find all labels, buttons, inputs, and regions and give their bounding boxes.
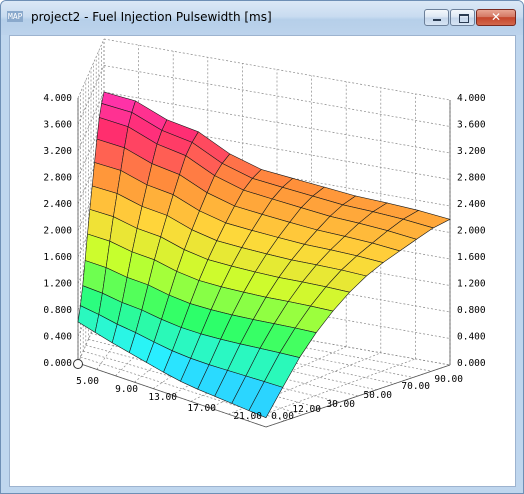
grid-line xyxy=(103,118,451,180)
z-tick-label-left: 4.000 xyxy=(43,93,72,104)
z-tick-label-right: 0.000 xyxy=(457,358,486,369)
grid-line xyxy=(77,38,105,99)
grid-line xyxy=(77,91,105,152)
z-tick-label-right: 0.400 xyxy=(457,332,486,343)
grid-line xyxy=(77,65,105,125)
grid-line xyxy=(103,224,451,286)
grid-line xyxy=(103,303,451,366)
y-axis-line xyxy=(265,364,451,428)
z-tick-label-right: 3.600 xyxy=(457,120,486,131)
plot-frame xyxy=(77,98,451,428)
y-tick-label: 90.00 xyxy=(434,374,463,385)
x-tick-label: 13.00 xyxy=(148,392,177,403)
grid-line xyxy=(103,250,451,313)
y-tick-label: 12.00 xyxy=(292,404,321,415)
x-tick-label: 17.00 xyxy=(187,403,216,414)
z-tick-label-right: 2.800 xyxy=(457,173,486,184)
z-tick-label-left: 1.600 xyxy=(43,252,72,263)
close-button[interactable]: ✕ xyxy=(476,9,516,26)
z-tick-label-right: 2.000 xyxy=(457,226,486,237)
x-tick-label: 5.00 xyxy=(76,376,99,387)
grid-line xyxy=(103,277,451,339)
tick-labels: 0.000 0.000 0.400 0.400 0.800 0.800 1.200 1.200… xyxy=(43,93,485,422)
z-tick-label-right: 1.200 xyxy=(457,279,486,290)
x-tick-label: 9.00 xyxy=(115,384,138,395)
z-tick-label-left: 1.200 xyxy=(43,279,72,290)
grid-line xyxy=(103,65,451,127)
z-tick-label-right: 2.400 xyxy=(457,199,486,210)
minimize-icon xyxy=(433,19,441,21)
grid-line xyxy=(103,91,451,154)
x-axis-line xyxy=(77,362,267,428)
window-title: project2 - Fuel Injection Pulsewidth [ms… xyxy=(31,10,272,24)
z-tick-label-left: 2.000 xyxy=(43,226,72,237)
maximize-icon xyxy=(459,14,469,23)
surface-plot[interactable]: 0.000 0.000 0.400 0.400 0.800 0.800 1.200 1.200… xyxy=(10,36,515,486)
z-tick-label-right: 4.000 xyxy=(457,93,486,104)
surface-patch xyxy=(248,381,284,419)
y-tick-label: 70.00 xyxy=(401,381,430,392)
grid-line xyxy=(247,358,416,421)
z-tick-label-left: 0.800 xyxy=(43,305,72,316)
z-tick-label-right: 0.800 xyxy=(457,305,486,316)
y-tick-label: 0.00 xyxy=(271,411,294,422)
close-icon: ✕ xyxy=(490,10,502,24)
caption-buttons: ✕ xyxy=(423,9,516,26)
z-tick-label-left: 0.000 xyxy=(43,358,72,369)
grid-line xyxy=(228,352,381,415)
z-tick-label-left: 2.400 xyxy=(43,199,72,210)
grid-line xyxy=(103,144,451,207)
title-bar[interactable]: MAP project2 - Fuel Injection Pulsewidth… xyxy=(1,1,523,35)
y-tick-label: 50.00 xyxy=(363,390,392,401)
z-tick-label-right: 3.200 xyxy=(457,146,486,157)
z-tick-label-right: 1.600 xyxy=(457,252,486,263)
z-tick-label-left: 2.800 xyxy=(43,173,72,184)
x-tick-label: 21.00 xyxy=(233,411,262,422)
grid-line xyxy=(103,38,451,101)
maximize-button[interactable] xyxy=(450,9,475,26)
origin-handle[interactable] xyxy=(73,359,83,369)
map-app-icon: MAP xyxy=(7,11,24,22)
plot-area: 0.000 0.000 0.400 0.400 0.800 0.800 1.200 1.200… xyxy=(9,35,516,487)
z-tick-label-left: 3.600 xyxy=(43,120,72,131)
z-tick-label-left: 0.400 xyxy=(43,332,72,343)
surface-mesh xyxy=(77,91,451,419)
z-tick-label-left: 3.200 xyxy=(43,146,72,157)
y-tick-label: 30.00 xyxy=(326,399,355,410)
minimize-button[interactable] xyxy=(424,9,449,26)
